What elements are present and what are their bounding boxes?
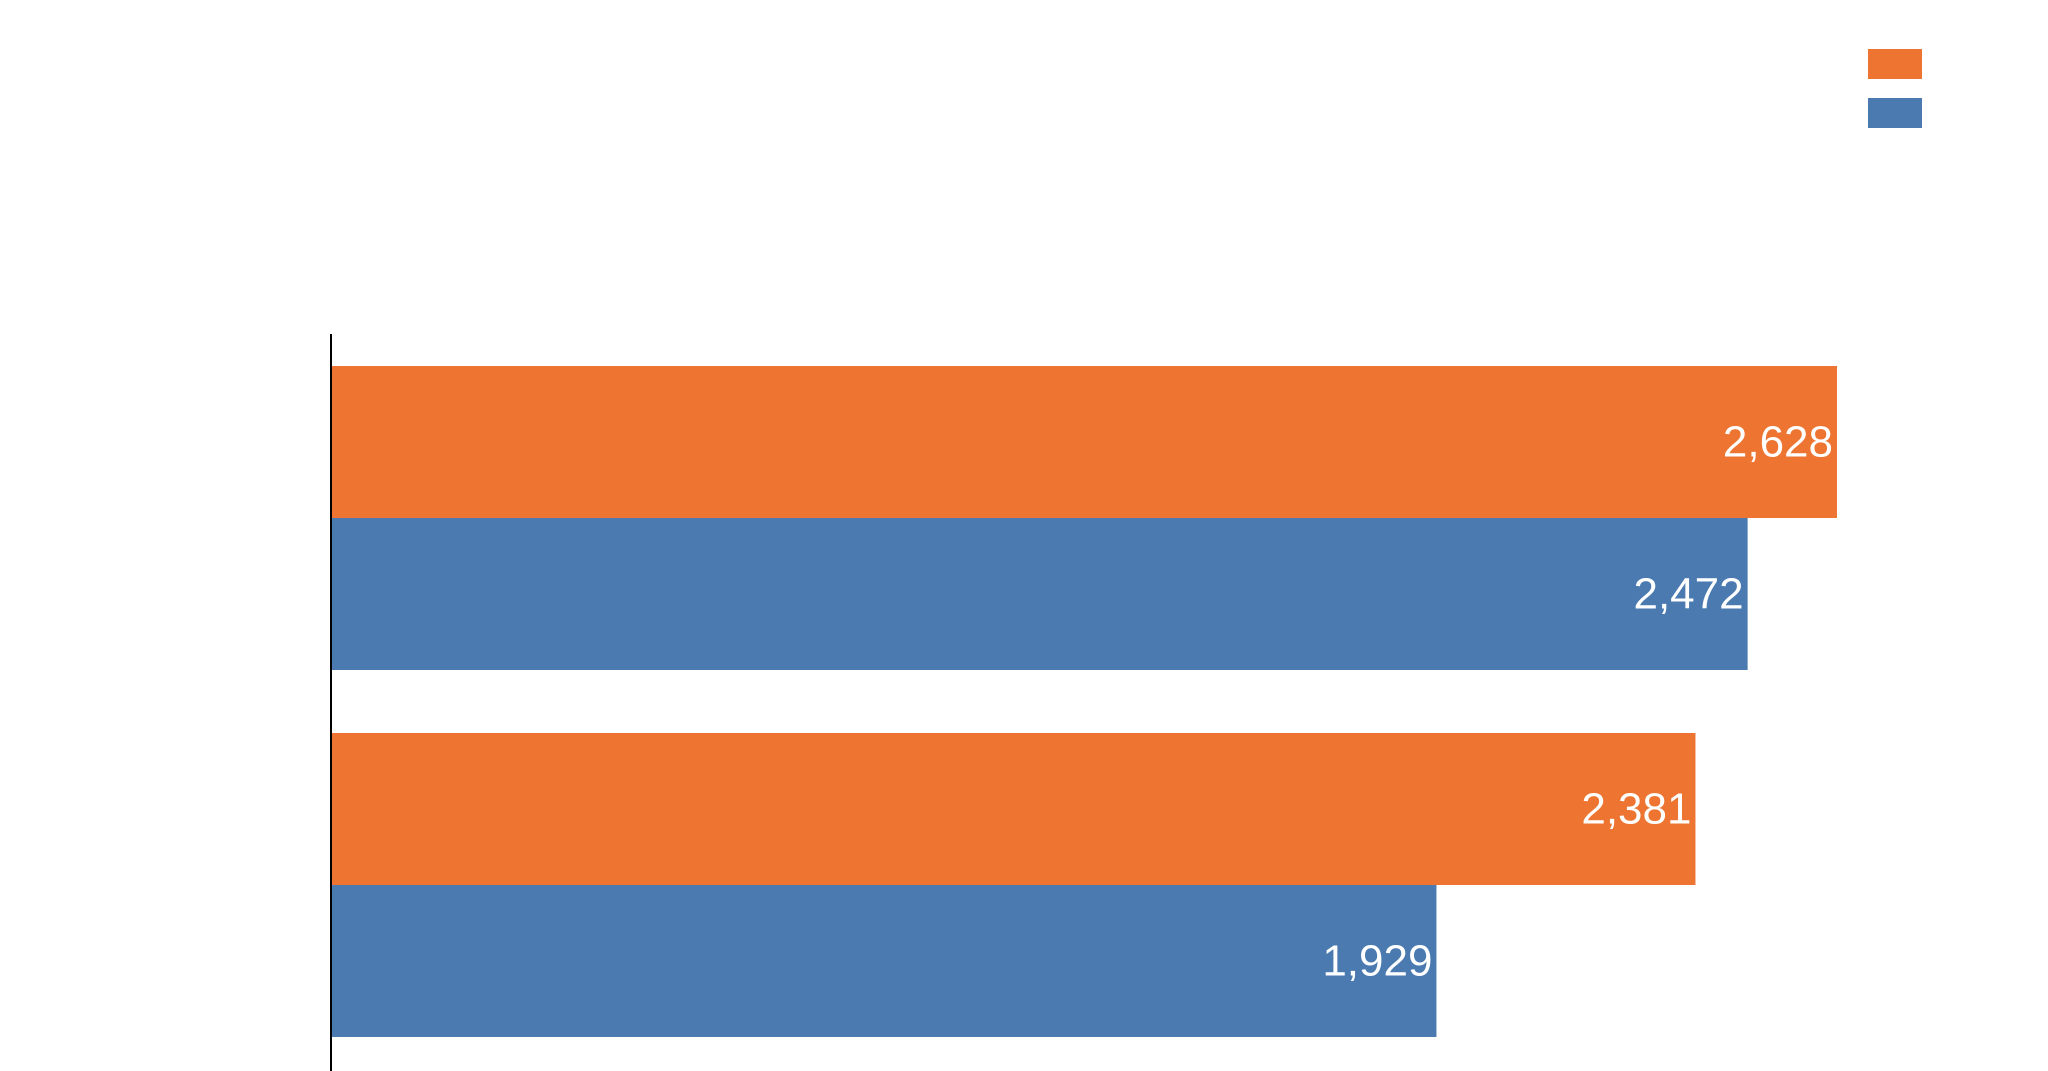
legend-swatch-series-1 — [1868, 49, 1922, 79]
data-label-series-2-category-1: 2,472 — [1633, 570, 1743, 619]
bars-group — [331, 366, 1837, 1037]
data-label-series-1-category-2: 2,381 — [1581, 785, 1691, 834]
bar-series-2-category-2 — [331, 885, 1437, 1037]
data-label-series-2-category-2: 1,929 — [1322, 937, 1432, 986]
legend-swatch-series-2 — [1868, 98, 1922, 128]
bar-series-1-category-1 — [331, 366, 1837, 518]
data-labels-group: 2,628 2,472 2,381 1,929 — [1322, 418, 1833, 986]
bar-series-2-category-1 — [331, 518, 1748, 670]
legend — [1868, 49, 1922, 128]
bar-series-1-category-2 — [331, 733, 1696, 885]
data-label-series-1-category-1: 2,628 — [1723, 418, 1833, 467]
